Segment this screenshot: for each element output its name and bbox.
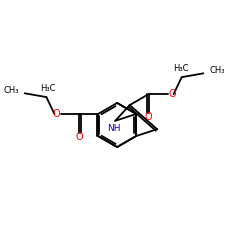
Text: O: O bbox=[76, 132, 83, 142]
Text: CH₃: CH₃ bbox=[3, 86, 18, 95]
Text: O: O bbox=[168, 89, 176, 99]
Text: NH: NH bbox=[107, 124, 121, 133]
Text: H₃C: H₃C bbox=[40, 84, 56, 93]
Text: O: O bbox=[145, 112, 152, 122]
Text: CH₃: CH₃ bbox=[210, 66, 225, 75]
Text: H₃C: H₃C bbox=[173, 64, 188, 73]
Text: O: O bbox=[52, 109, 60, 119]
